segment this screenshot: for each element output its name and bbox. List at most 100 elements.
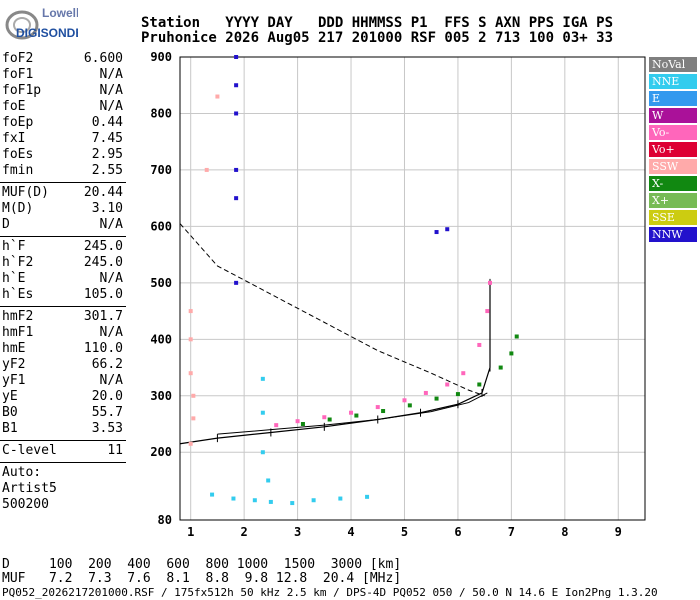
param-name: B0 [2,405,18,420]
data-point-nnw [234,167,239,172]
param-row: hmF1 N/A [0,325,128,341]
true-height-profile [179,282,491,445]
param-row: C-level 11 [0,443,128,459]
param-value: N/A [99,83,123,98]
auto-code: 500200 [2,497,49,512]
param-row: foF1p N/A [0,83,128,99]
data-point-ssw [188,441,193,446]
data-point-nne [252,498,257,503]
param-value: 2.95 [91,147,123,162]
legend-entry: X+ [649,193,697,208]
logo-line2: DIGISONDE [16,26,78,40]
y-tick-label: 400 [150,332,172,346]
legend: NoVal NNE E W Vo- Vo+ SSW X- X+ SSE NNW [649,57,697,244]
param-name: foF1p [2,83,42,98]
param-value: 11 [107,443,123,458]
data-point-x [514,334,519,339]
legend-entry: NNW [649,227,697,242]
legend-entry: NoVal [649,57,697,72]
param-name: C-level [2,443,57,458]
param-name: yF2 [2,357,26,372]
param-name: h`E [2,271,26,286]
x-tick-label: 9 [615,525,622,539]
data-point-ssw [191,416,196,421]
param-row: hmE 110.0 [0,341,128,357]
data-point-vo [445,382,450,387]
data-point-nne [231,496,236,501]
data-point-nnw [234,55,239,59]
data-point-nne [260,376,265,381]
data-point-nne [260,410,265,415]
data-point-nnw [234,111,239,116]
param-row: MUF(D) 20.44 [0,185,128,201]
param-name: hmF1 [2,325,34,340]
data-point-nne [210,492,215,497]
data-point-nne [260,450,265,455]
data-point-nnw [445,227,450,232]
x-tick-label: 7 [508,525,515,539]
data-point-vo [402,398,407,403]
lowell-digisonde-logo: Lowell DIGISONDE [2,3,83,43]
separator [0,462,126,463]
y-tick-label: 300 [150,389,172,403]
legend-entry: SSW [649,159,697,174]
data-point-x [509,351,514,356]
legend-entry: W [649,108,697,123]
param-row: fmin 2.55 [0,163,128,179]
y-tick-label: 500 [150,276,172,290]
dashed-profile-curve [179,223,485,397]
param-name: foE [2,99,26,114]
data-point-vo [295,419,300,424]
param-value: 105.0 [83,287,123,302]
legend-entry: Vo+ [649,142,697,157]
data-point-x [407,403,412,408]
data-point-nnw [434,230,439,235]
data-point-ssw [215,94,220,99]
logo-line1: Lowell [42,6,78,20]
param-row: foF2 6.600 [0,51,128,67]
param-value: N/A [99,67,123,82]
param-row: foEs 2.95 [0,147,128,163]
param-name: h`Es [2,287,34,302]
param-value: 301.7 [83,309,123,324]
param-group-muf: MUF(D) 20.44 M(D) 3.10 D N/A [0,185,128,233]
param-name: foF1 [2,67,34,82]
param-row: foF1 N/A [0,67,128,83]
data-point-nne [268,499,273,504]
legend-entry: X- [649,176,697,191]
x-tick-label: 2 [241,525,248,539]
param-row: h`F 245.0 [0,239,128,255]
data-point-x [381,409,386,414]
logo-graphic: Lowell DIGISONDE [5,6,83,40]
data-point-vo [423,390,428,395]
param-value: N/A [99,373,123,388]
param-value: 6.600 [83,51,123,66]
param-group-critical-freqs: foF2 6.600 foF1 N/A foF1p N/A foE N/A foEp 0.44 fx… [0,51,128,179]
footer-distance-line: D 100 200 400 600 800 1000 1500 3000 [km… [2,557,402,572]
param-row: yF1 N/A [0,373,128,389]
param-row: fxI 7.45 [0,131,128,147]
param-value: 2.55 [91,163,123,178]
param-row: B0 55.7 [0,405,128,421]
param-row: foE N/A [0,99,128,115]
data-point-vo [349,410,354,415]
auto-artist: Artist5 [2,481,57,496]
data-point-ssw [204,167,209,172]
data-point-vo [322,415,327,420]
param-value: 110.0 [83,341,123,356]
separator [0,306,126,307]
separator [0,440,126,441]
data-point-x [327,417,332,422]
data-point-vo [461,371,466,376]
param-row: M(D) 3.10 [0,201,128,217]
y-tick-label: 900 [150,50,172,64]
param-row: B1 3.53 [0,421,128,437]
data-point-ssw [188,371,193,376]
data-point-vo [375,405,380,410]
data-point-vo [488,280,492,285]
data-point-x [498,365,503,370]
param-name: MUF(D) [2,185,49,200]
param-value: 55.7 [91,405,123,420]
data-point-nne [290,501,295,506]
param-value: N/A [99,99,123,114]
